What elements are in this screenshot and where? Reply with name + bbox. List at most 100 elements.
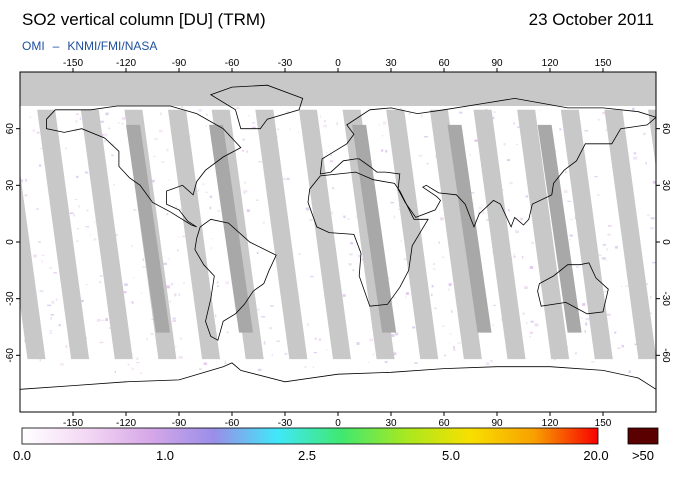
noise-dot <box>58 324 61 327</box>
coast-africa <box>307 171 429 307</box>
noise-dot <box>86 284 88 286</box>
arctic-missing-area <box>20 72 656 106</box>
noise-dot <box>326 349 329 351</box>
lon-label-top: -60 <box>225 58 240 69</box>
noise-dot <box>384 361 388 364</box>
lat-label-right: 0 <box>660 239 671 245</box>
noise-dot <box>393 352 397 356</box>
lat-label-right: -60 <box>660 348 671 363</box>
missing-swath <box>80 109 133 360</box>
noise-dot <box>261 316 266 318</box>
noise-dot <box>597 254 602 256</box>
noise-dot <box>113 183 115 186</box>
noise-dot <box>176 249 179 252</box>
noise-dot <box>440 217 444 221</box>
noise-dot <box>209 195 213 198</box>
lon-label-top: -30 <box>278 58 293 69</box>
colorbar-label-2: 2.5 <box>297 448 317 463</box>
noise-dot <box>585 318 590 321</box>
noise-dot <box>605 129 608 131</box>
noise-dot <box>581 317 583 320</box>
noise-dot <box>607 233 611 236</box>
noise-dot <box>582 303 586 306</box>
noise-dot <box>565 170 567 174</box>
noise-dot <box>276 340 280 342</box>
noise-dot <box>276 136 278 138</box>
noise-dot <box>569 234 573 237</box>
noise-dot <box>330 154 333 156</box>
noise-dot <box>531 241 534 244</box>
noise-dot <box>597 194 600 196</box>
noise-dot <box>286 177 290 180</box>
noise-dot <box>197 189 200 192</box>
noise-dot <box>174 293 177 297</box>
noise-dot <box>205 191 208 193</box>
noise-dot <box>172 317 176 320</box>
lon-label-bottom: -150 <box>63 418 83 429</box>
noise-dot <box>431 285 434 288</box>
noise-dot <box>526 322 528 325</box>
noise-dot <box>603 291 608 293</box>
noise-dot <box>608 225 612 227</box>
noise-dot <box>574 352 577 355</box>
noise-dot <box>516 143 518 145</box>
noise-dot <box>507 209 510 212</box>
map-date: 23 October 2011 <box>528 10 654 29</box>
noise-dot <box>332 187 335 190</box>
noise-dot <box>246 209 250 212</box>
noise-dot <box>492 324 494 326</box>
noise-dot <box>166 285 170 289</box>
antarctic-area <box>20 374 656 412</box>
noise-dot <box>131 301 134 304</box>
noise-dot <box>471 192 475 194</box>
noise-dot <box>121 122 124 125</box>
noise-dot <box>177 236 179 238</box>
noise-dot <box>326 151 328 155</box>
noise-dot <box>49 332 53 335</box>
missing-swath <box>429 109 482 360</box>
noise-dot <box>412 326 416 329</box>
noise-dot <box>55 298 58 301</box>
noise-dot <box>605 260 608 262</box>
lon-label-top: -90 <box>172 58 187 69</box>
noise-dot <box>320 115 321 118</box>
noise-dot <box>621 344 624 347</box>
noise-dot <box>216 285 220 287</box>
noise-dot <box>602 244 606 246</box>
noise-dot <box>343 215 346 218</box>
noise-dot <box>33 254 37 258</box>
noise-dot <box>395 189 399 191</box>
noise-dot <box>257 308 260 311</box>
noise-dot <box>65 147 67 150</box>
noise-dot <box>529 266 534 269</box>
noise-dot <box>529 331 534 334</box>
noise-dot <box>378 124 380 126</box>
noise-dot <box>329 160 334 163</box>
overlap-swath <box>126 124 170 333</box>
noise-dot <box>355 215 358 219</box>
noise-dot <box>390 334 395 337</box>
noise-dot <box>166 213 169 216</box>
noise-dot <box>84 171 89 174</box>
noise-dot <box>236 107 240 109</box>
noise-dot <box>282 178 286 181</box>
missing-swath <box>517 109 570 360</box>
noise-dot <box>298 253 301 255</box>
noise-dot <box>181 235 186 238</box>
noise-dot <box>313 352 317 354</box>
noise-dot <box>75 120 78 123</box>
noise-dot <box>513 253 515 256</box>
noise-dot <box>418 155 423 157</box>
noise-dot <box>263 342 266 345</box>
noise-dot <box>114 370 116 373</box>
noise-dot <box>459 111 463 114</box>
noise-dot <box>270 305 274 307</box>
lon-label-top: 150 <box>595 58 612 69</box>
noise-dot <box>94 220 96 224</box>
noise-dot <box>167 258 170 260</box>
noise-dot <box>36 208 39 210</box>
noise-dot <box>310 275 314 278</box>
noise-dot <box>395 332 399 336</box>
noise-dot <box>585 322 588 326</box>
